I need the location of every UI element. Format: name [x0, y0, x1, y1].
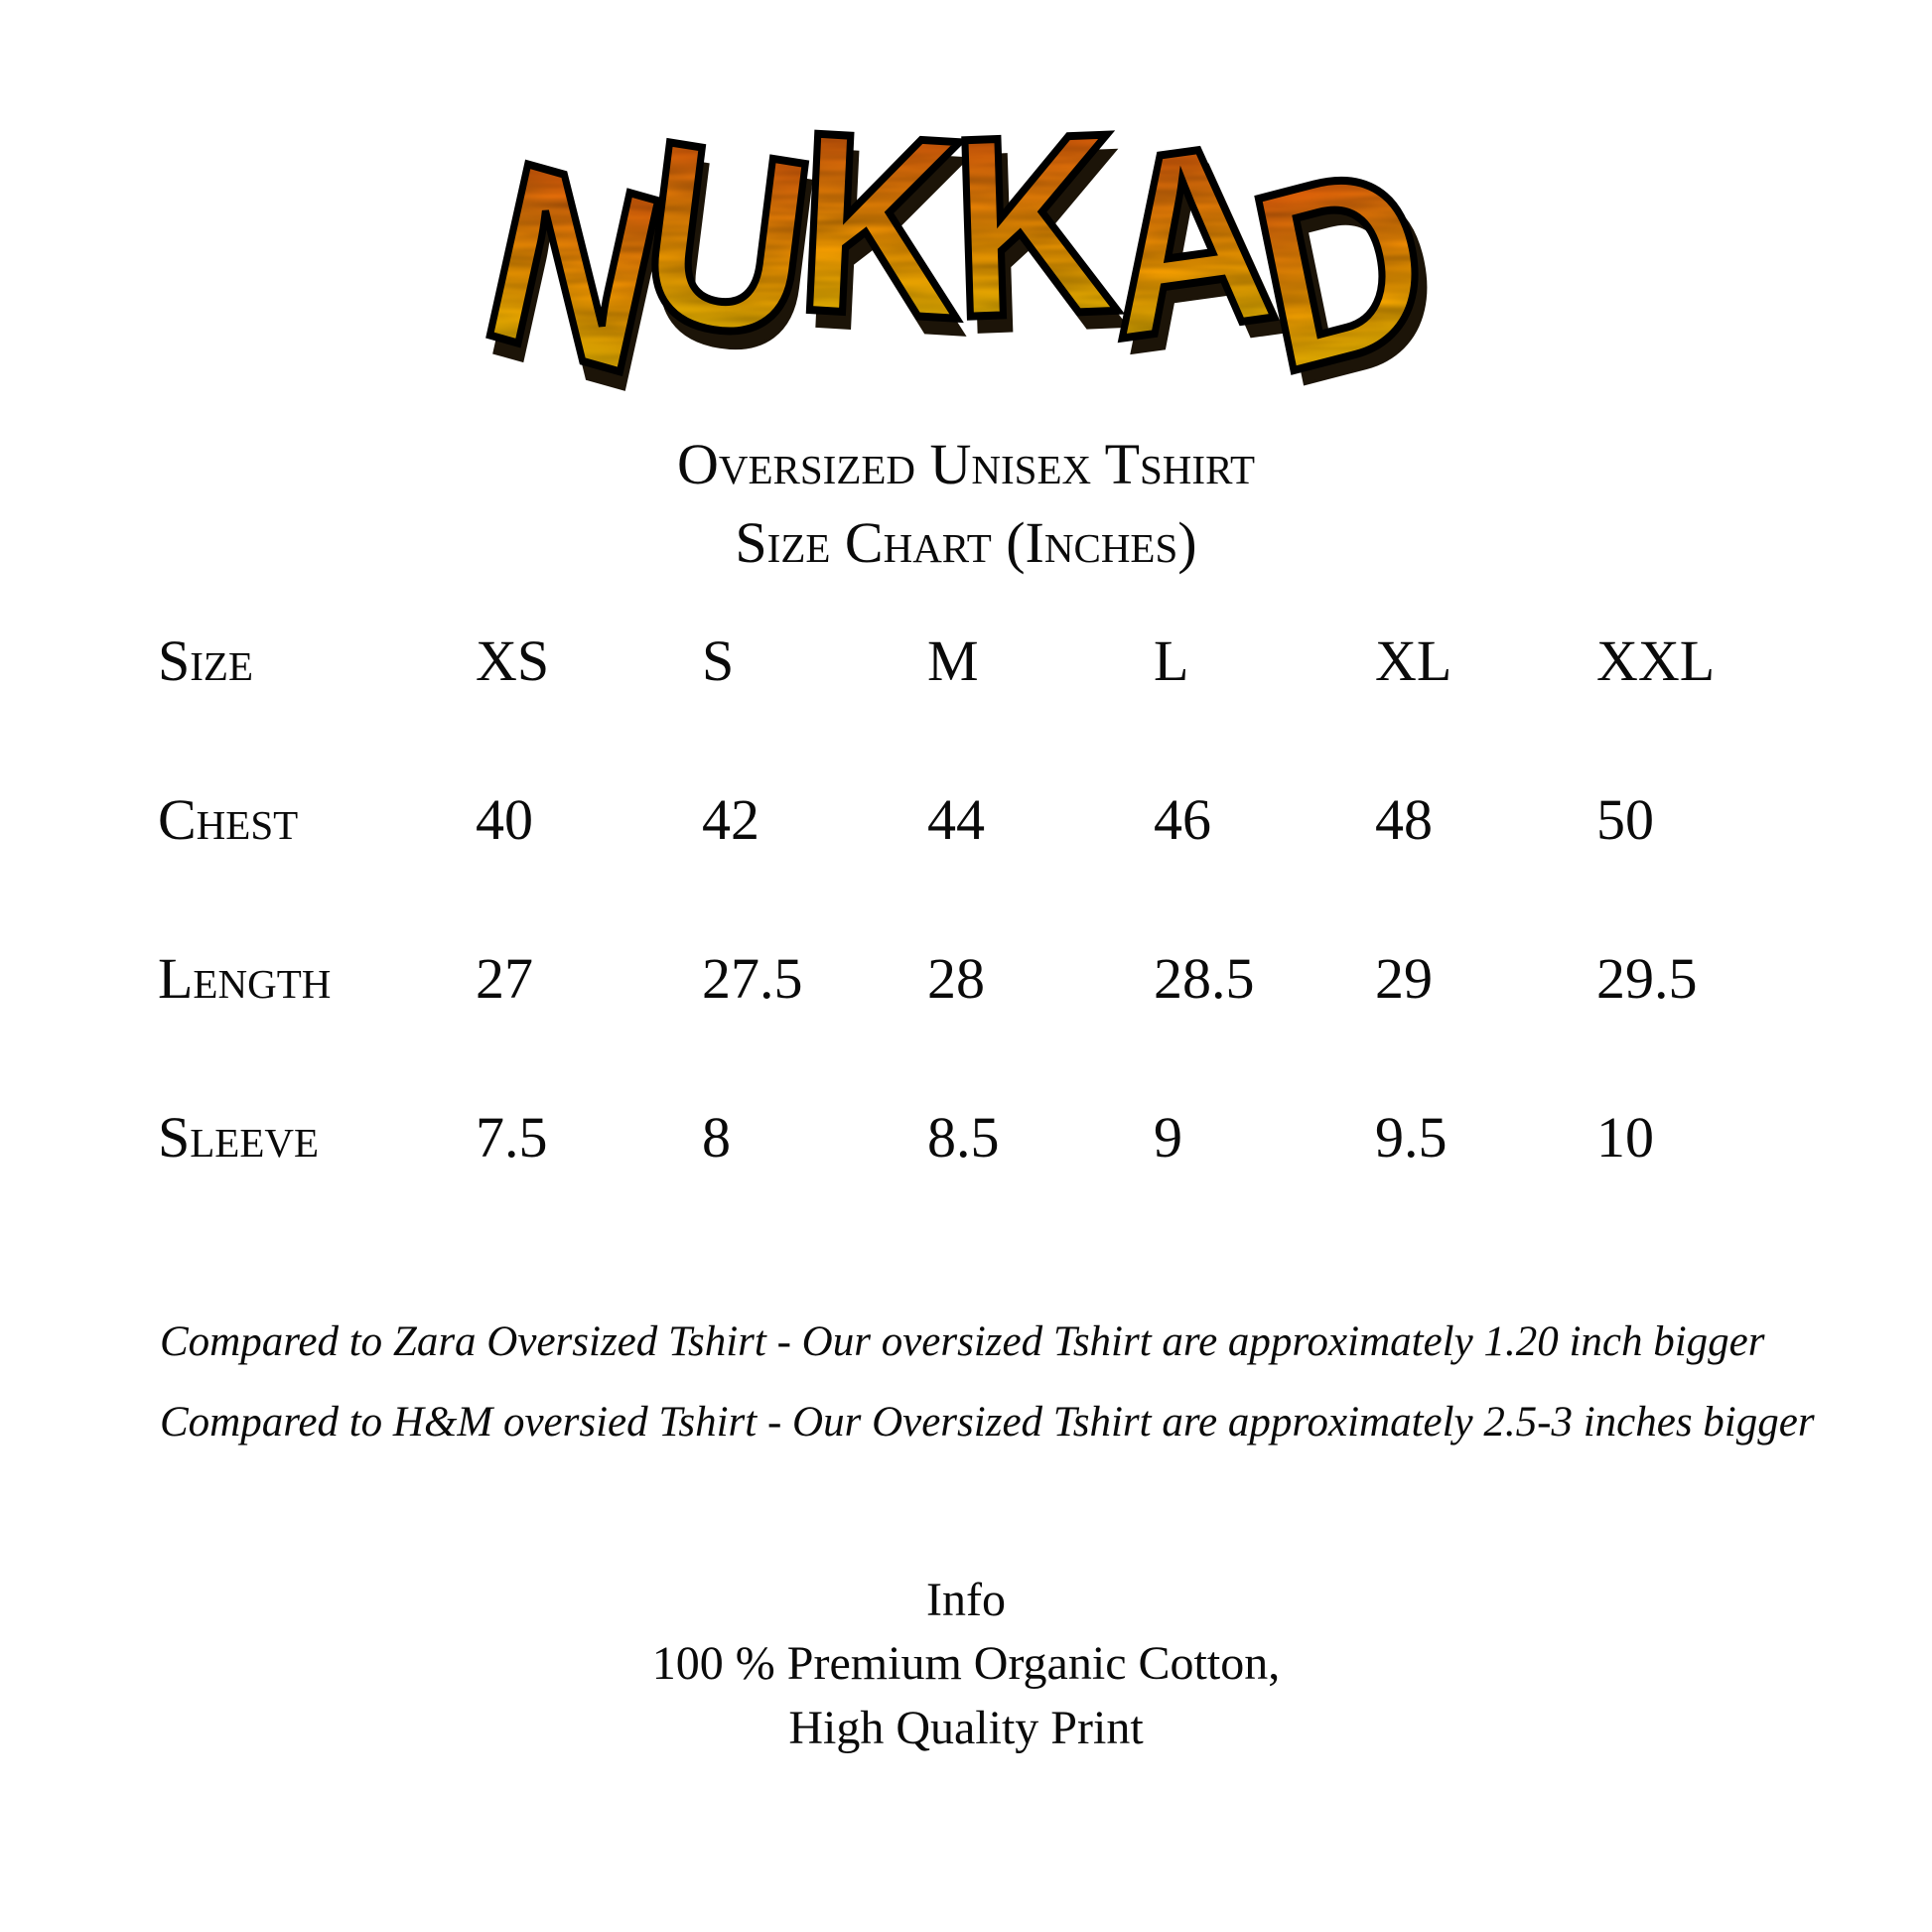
svg-text:K: K: [792, 77, 970, 373]
